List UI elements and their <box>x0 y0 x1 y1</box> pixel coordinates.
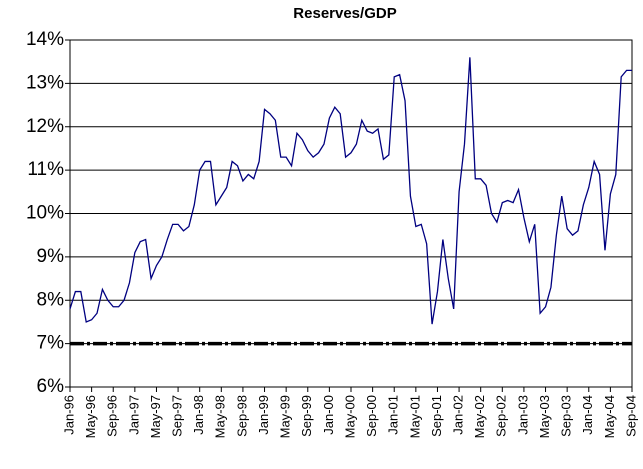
x-tick-label: Jan-00 <box>321 395 336 435</box>
x-tick-label: Jan-01 <box>386 395 401 435</box>
y-tick-label: 7% <box>37 333 65 354</box>
y-tick-label: 10% <box>26 203 64 224</box>
x-tick-label: Jan-03 <box>515 395 530 435</box>
x-tick-label: Jan-98 <box>191 395 206 435</box>
x-tick-label: Sep-00 <box>364 395 379 437</box>
x-tick-label: May-00 <box>342 395 357 438</box>
x-tick-label: May-97 <box>148 395 163 438</box>
y-tick-label: 12% <box>26 116 64 137</box>
x-tick-label: Sep-03 <box>559 395 574 437</box>
x-tick-label: May-04 <box>602 395 617 438</box>
x-tick-label: May-98 <box>213 395 228 438</box>
x-tick-label: Sep-97 <box>170 395 185 437</box>
x-tick-label: Sep-04 <box>623 395 638 437</box>
x-tick-label: Sep-02 <box>494 395 509 437</box>
y-tick-label: 9% <box>37 246 65 267</box>
x-tick-label: Sep-96 <box>105 395 120 437</box>
y-tick-label: 13% <box>26 72 64 93</box>
chart-title: Reserves/GDP <box>293 5 396 22</box>
x-tick-label: Jan-96 <box>61 395 76 435</box>
x-tick-label: Sep-98 <box>234 395 249 437</box>
x-tick-label: Jan-99 <box>256 395 271 435</box>
x-tick-label: May-01 <box>407 395 422 438</box>
x-tick-label: Sep-01 <box>429 395 444 437</box>
y-tick-label: 8% <box>37 289 65 310</box>
x-tick-label: Sep-99 <box>299 395 314 437</box>
x-tick-label: Jan-04 <box>580 395 595 435</box>
y-tick-label: 14% <box>26 29 64 50</box>
x-tick-label: May-99 <box>278 395 293 438</box>
y-tick-label: 11% <box>27 159 64 180</box>
y-tick-label: 6% <box>37 376 65 397</box>
x-tick-label: May-02 <box>472 395 487 438</box>
x-tick-label: May-03 <box>537 395 552 438</box>
x-tick-label: Jan-97 <box>126 395 141 435</box>
x-tick-label: Jan-02 <box>451 395 466 435</box>
x-tick-label: May-96 <box>83 395 98 438</box>
data-line <box>69 57 632 325</box>
